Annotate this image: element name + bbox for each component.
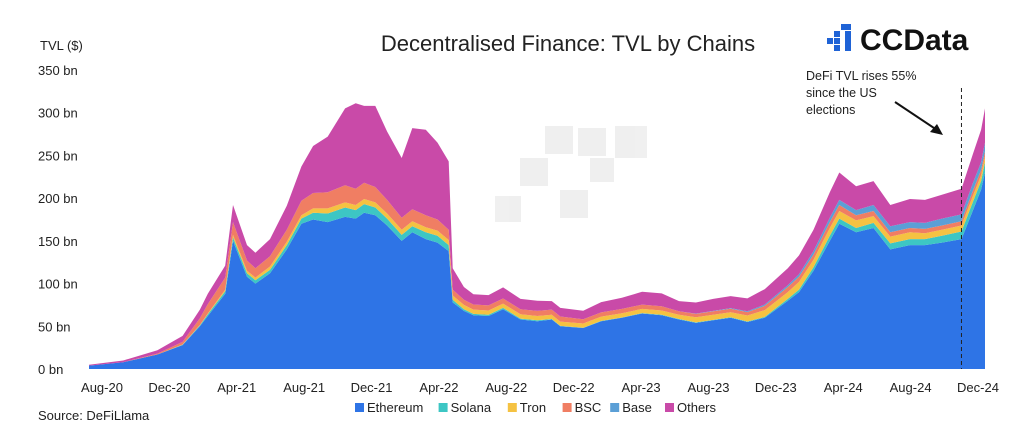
- y-tick-label: 0 bn: [38, 362, 63, 377]
- x-tick-label: Dec-22: [553, 380, 595, 395]
- watermark: [495, 126, 647, 222]
- annotation-line-2: since the US: [806, 86, 877, 100]
- chart-title: Decentralised Finance: TVL by Chains: [381, 31, 755, 56]
- x-tick-label: Apr-24: [824, 380, 863, 395]
- logo-mark-icon: [827, 24, 851, 51]
- x-axis-ticks: Aug-20 Dec-20 Apr-21 Aug-21 Dec-21 Apr-22 Aug-…: [81, 380, 999, 395]
- legend-swatch-base: [610, 403, 620, 412]
- annotation: DeFi TVL rises 55% since the US election…: [806, 69, 943, 135]
- annotation-arrow: [894, 101, 938, 131]
- y-tick-label: 350 bn: [38, 63, 78, 78]
- x-tick-label: Aug-21: [283, 380, 325, 395]
- legend-swatch-tron: [507, 403, 517, 412]
- legend-swatch-bsc: [562, 403, 572, 412]
- x-tick-label: Aug-20: [81, 380, 123, 395]
- x-tick-label: Aug-24: [890, 380, 932, 395]
- legend-label-tron: Tron: [520, 400, 546, 415]
- y-tick-label: 150 bn: [38, 234, 78, 249]
- legend-label-ethereum: Ethereum: [367, 400, 423, 415]
- area-solana: [89, 162, 985, 366]
- y-tick-label: 100 bn: [38, 277, 78, 292]
- legend-swatch-solana: [438, 403, 448, 412]
- x-tick-label: Dec-20: [148, 380, 190, 395]
- legend-label-solana: Solana: [451, 400, 492, 415]
- legend-swatch-others: [665, 403, 674, 412]
- area-bsc: [89, 151, 985, 366]
- legend-label-base: Base: [622, 400, 652, 415]
- x-tick-label: Aug-22: [485, 380, 527, 395]
- ccdata-logo: CCData: [827, 24, 969, 57]
- y-tick-label: 300 bn: [38, 106, 78, 121]
- area-others: [89, 103, 985, 366]
- y-axis-ticks: 0 bn 50 bn 100 bn 150 bn 200 bn 250 bn 300 bn 3…: [38, 63, 78, 377]
- x-tick-label: Apr-23: [622, 380, 661, 395]
- legend: Ethereum Solana Tron BSC Base Others: [355, 400, 717, 415]
- annotation-line-3: elections: [806, 103, 855, 117]
- y-tick-label: 50 bn: [38, 319, 71, 334]
- y-axis-label: TVL ($): [40, 38, 83, 53]
- annotation-line-1: DeFi TVL rises 55%: [806, 69, 916, 83]
- x-tick-label: Dec-23: [755, 380, 797, 395]
- area-tron: [89, 156, 985, 366]
- x-tick-label: Aug-23: [688, 380, 730, 395]
- y-tick-label: 250 bn: [38, 148, 78, 163]
- area-ethereum: [89, 172, 985, 369]
- logo-text: CCData: [860, 24, 969, 57]
- x-tick-label: Apr-21: [217, 380, 256, 395]
- x-tick-label: Dec-24: [957, 380, 999, 395]
- annotation-arrowhead-icon: [930, 124, 943, 135]
- stacked-areas: [89, 103, 985, 369]
- x-tick-label: Dec-21: [351, 380, 393, 395]
- legend-label-others: Others: [677, 400, 717, 415]
- y-tick-label: 200 bn: [38, 191, 78, 206]
- x-tick-label: Apr-22: [419, 380, 458, 395]
- legend-label-bsc: BSC: [575, 400, 602, 415]
- legend-swatch-ethereum: [355, 403, 364, 412]
- source-text: Source: DeFiLlama: [38, 408, 150, 423]
